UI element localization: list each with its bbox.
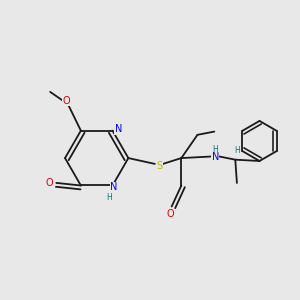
Text: N: N <box>212 152 219 162</box>
Text: O: O <box>45 178 53 188</box>
Text: H: H <box>106 193 112 202</box>
Text: O: O <box>166 208 174 219</box>
Text: H: H <box>234 146 240 155</box>
Text: O: O <box>62 96 70 106</box>
Text: S: S <box>157 160 163 170</box>
Text: N: N <box>115 124 122 134</box>
Text: H: H <box>212 146 218 154</box>
Text: N: N <box>110 182 118 192</box>
